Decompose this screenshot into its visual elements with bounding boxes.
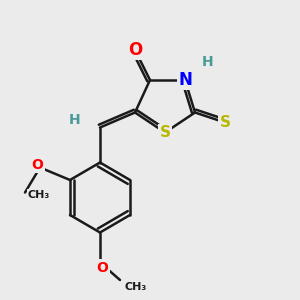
Text: H: H xyxy=(69,113,81,127)
Text: O: O xyxy=(128,41,142,59)
Text: CH₃: CH₃ xyxy=(28,190,50,200)
Text: O: O xyxy=(32,158,44,172)
Text: S: S xyxy=(220,115,230,130)
Text: N: N xyxy=(178,71,192,89)
Text: CH₃: CH₃ xyxy=(125,283,147,292)
Text: S: S xyxy=(160,125,170,140)
Text: O: O xyxy=(97,260,108,274)
Text: H: H xyxy=(202,56,213,70)
